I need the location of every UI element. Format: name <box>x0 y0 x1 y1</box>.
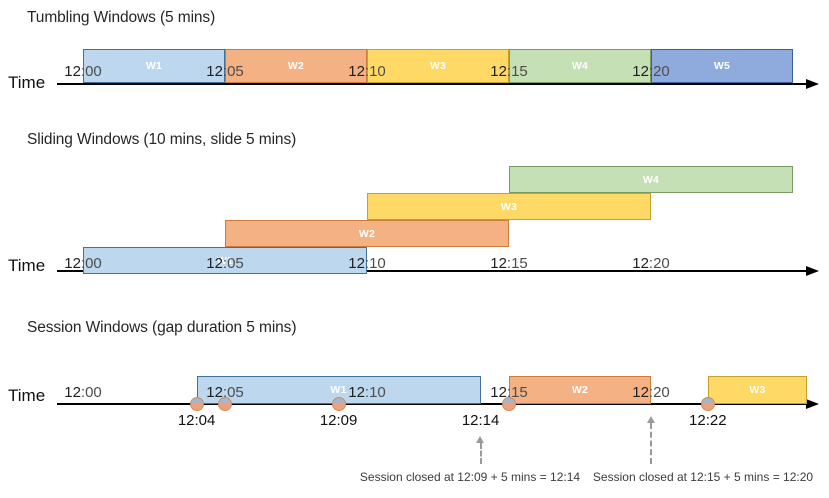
session-callout-text: Session closed at 12:15 + 5 mins = 12:20 <box>592 470 814 484</box>
session-event-dot <box>700 397 715 411</box>
tumbling-tick-label: 12:00 <box>64 63 102 80</box>
sliding-tick-label: 12:20 <box>632 255 670 272</box>
tumbling-window-label-w1: W1 <box>145 60 163 72</box>
tumbling-window-bar-w5 <box>651 49 793 83</box>
tumbling-window-label-w3: W3 <box>429 60 447 72</box>
sliding-window-label-w1: W1 <box>216 254 234 267</box>
session-event-dot <box>331 397 346 411</box>
session-window-label-w2: W2 <box>571 384 589 396</box>
session-window-bar-w3 <box>707 376 808 404</box>
tumbling-window-label-w4: W4 <box>571 60 589 72</box>
session-event-time-label: 12:22 <box>689 412 727 429</box>
session-windows-title: Session Windows (gap duration 5 mins) <box>27 319 297 336</box>
sliding-tick-label: 12:00 <box>64 255 102 272</box>
sliding-windows-title: Sliding Windows (10 mins, slide 5 mins) <box>27 131 297 148</box>
sliding-window-bar-w3 <box>367 193 651 220</box>
session-event-dot <box>189 397 204 411</box>
tumbling-tick-label: 12:05 <box>206 63 244 80</box>
session-axis-arrowhead-icon <box>806 398 819 409</box>
sliding-axis-arrowhead-icon <box>806 265 819 276</box>
session-tick-label: 12:15 <box>490 384 528 401</box>
tumbling-window-bar-w1 <box>83 49 225 83</box>
session-callout-arrowhead-icon <box>476 436 485 443</box>
tumbling-axis-arrowhead-icon <box>806 78 819 89</box>
sliding-time-axis-label: Time <box>8 256 46 275</box>
sliding-tick-label: 12:10 <box>348 255 386 272</box>
tumbling-tick-label: 12:20 <box>632 63 670 80</box>
session-window-bar-w2 <box>509 376 651 404</box>
tumbling-window-bar-w2 <box>225 49 367 83</box>
session-event-time-label: 12:04 <box>177 412 216 429</box>
tumbling-time-axis <box>57 83 807 85</box>
session-tick-label: 12:20 <box>632 384 670 401</box>
sliding-window-label-w4: W4 <box>642 173 660 186</box>
session-callout-arrowhead-icon <box>646 416 655 423</box>
sliding-window-bar-w2 <box>225 220 509 247</box>
session-event-time-label: 12:09 <box>319 412 358 429</box>
session-window-label-w1: W1 <box>330 384 347 396</box>
session-callout-text: Session closed at 12:09 + 5 mins = 12:14 <box>359 470 581 484</box>
sliding-window-label-w3: W3 <box>500 200 518 213</box>
tumbling-window-bar-w4 <box>509 49 651 83</box>
session-callout-dashed-line <box>650 423 652 464</box>
session-event-dot <box>218 397 232 411</box>
sliding-window-bar-w4 <box>509 166 793 193</box>
tumbling-windows-title: Tumbling Windows (5 mins) <box>27 9 216 26</box>
session-event-dot <box>502 397 516 411</box>
sliding-tick-label: 12:15 <box>490 255 528 272</box>
sliding-tick-label: 12:05 <box>206 255 244 272</box>
session-time-axis-label: Time <box>8 386 46 405</box>
session-event-time-label: 12:14 <box>461 412 500 429</box>
sliding-time-axis <box>57 270 807 272</box>
tumbling-tick-label: 12:15 <box>490 63 528 80</box>
session-time-axis <box>57 403 807 405</box>
session-callout-dashed-line <box>479 443 482 464</box>
session-tick-label: 12:05 <box>206 384 244 401</box>
tumbling-window-label-w5: W5 <box>713 60 731 72</box>
session-tick-label: 12:00 <box>64 384 102 401</box>
sliding-window-bar-w1 <box>83 247 367 274</box>
session-window-label-w3: W3 <box>749 384 766 396</box>
tumbling-window-label-w2: W2 <box>287 60 305 72</box>
sliding-window-label-w2: W2 <box>358 227 376 240</box>
tumbling-window-bar-w3 <box>367 49 509 83</box>
tumbling-tick-label: 12:10 <box>348 63 386 80</box>
tumbling-time-axis-label: Time <box>8 73 46 92</box>
session-tick-label: 12:10 <box>348 384 386 401</box>
